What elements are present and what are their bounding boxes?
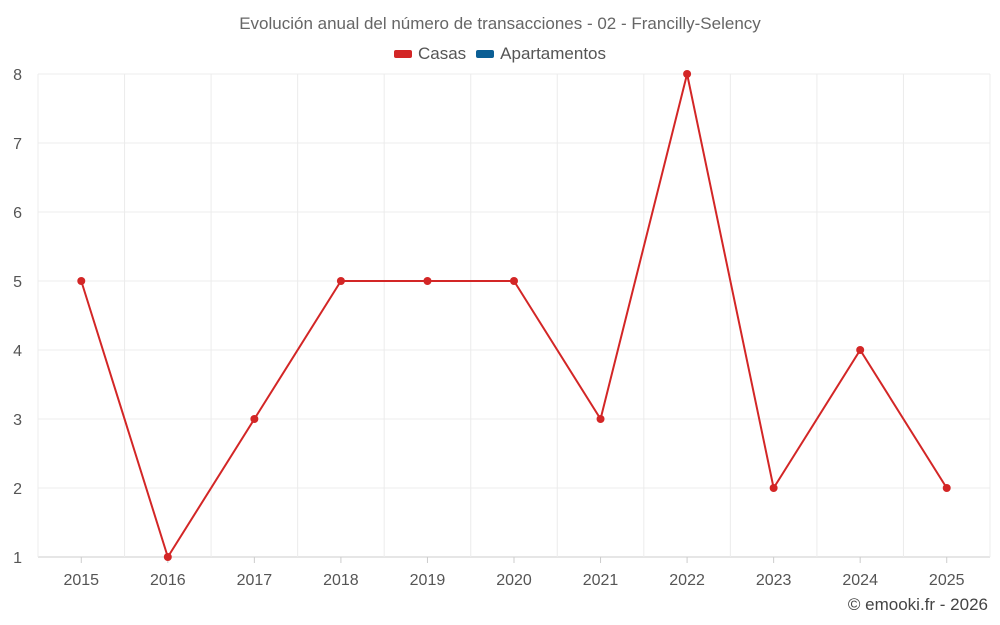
y-tick-label: 2	[13, 481, 22, 498]
x-tick-label: 2015	[63, 572, 99, 589]
y-tick-label: 8	[13, 67, 22, 84]
legend-swatch-apartamentos	[476, 50, 495, 58]
legend: Casas Apartamentos	[0, 44, 1000, 64]
x-tick-label: 2019	[410, 572, 446, 589]
legend-swatch-casas	[393, 50, 412, 58]
data-point-casas	[423, 277, 432, 285]
y-tick-label: 4	[13, 343, 22, 360]
data-point-casas	[596, 415, 605, 423]
data-point-casas	[336, 277, 345, 285]
x-tick-label: 2017	[237, 572, 273, 589]
x-tick-label: 2016	[150, 572, 186, 589]
x-tick-label: 2025	[929, 572, 965, 589]
data-point-casas	[856, 346, 865, 354]
data-point-casas	[163, 553, 172, 561]
footer-credit: © emooki.fr - 2026	[847, 595, 988, 614]
x-tick-label: 2022	[669, 572, 705, 589]
data-point-casas	[250, 415, 259, 423]
x-tick-label: 2023	[756, 572, 792, 589]
x-tick-label: 2020	[496, 572, 532, 589]
data-point-casas	[942, 484, 951, 492]
y-tick-label: 5	[13, 274, 22, 291]
x-tick-label: 2018	[323, 572, 359, 589]
y-tick-label: 3	[13, 412, 22, 429]
x-tick-label: 2021	[583, 572, 619, 589]
chart-title: Evolución anual del número de transaccio…	[239, 14, 761, 33]
x-tick-label: 2024	[842, 572, 878, 589]
data-point-casas	[510, 277, 518, 285]
y-tick-label: 7	[13, 136, 22, 153]
legend-item-casas[interactable]: Casas	[393, 44, 467, 64]
y-tick-label: 1	[13, 550, 22, 567]
legend-label-apartamentos: Apartamentos	[500, 44, 607, 63]
legend-label-casas: Casas	[417, 44, 467, 63]
legend-item-apartamentos[interactable]: Apartamentos	[476, 44, 606, 64]
data-point-casas	[77, 277, 86, 285]
y-tick-label: 6	[13, 205, 22, 222]
data-point-casas	[769, 484, 778, 492]
data-point-casas	[683, 70, 692, 78]
